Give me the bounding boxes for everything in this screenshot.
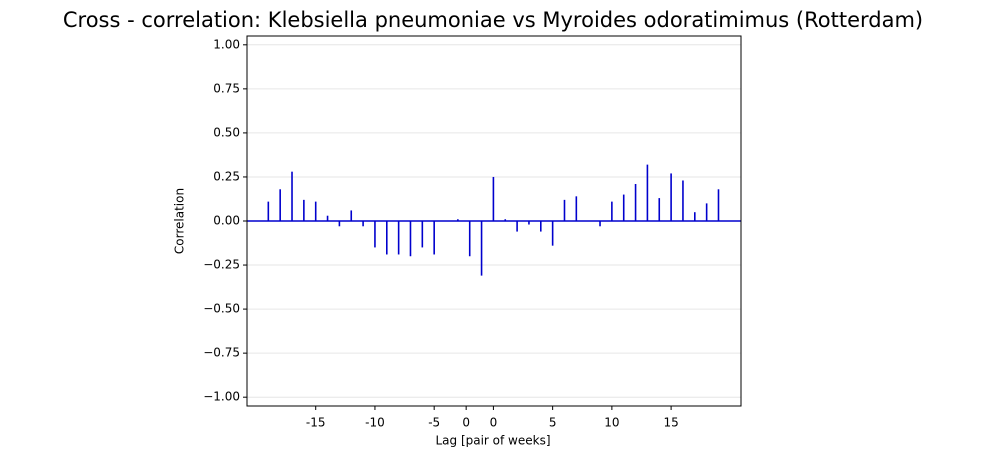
x-axis-label: Lag [pair of weeks]: [435, 434, 550, 448]
y-tick-label: −0.25: [203, 258, 240, 272]
y-tick-label: 0.00: [213, 214, 240, 228]
y-tick-label: −0.75: [203, 346, 240, 360]
x-tick-label: 0: [490, 416, 498, 430]
x-tick-label: 5: [549, 416, 557, 430]
y-tick-label: 0.50: [213, 125, 240, 139]
x-tick-label: 10: [604, 416, 619, 430]
y-tick-label: 0.75: [213, 81, 240, 95]
y-tick-label: 0.25: [213, 169, 240, 183]
x-tick-label: 0: [462, 416, 470, 430]
x-tick-label: 15: [663, 416, 678, 430]
plot-frame: [246, 35, 742, 407]
y-tick-label: −0.50: [203, 302, 240, 316]
x-tick-label: -10: [365, 416, 385, 430]
y-tick-label: −1.00: [203, 390, 240, 404]
x-tick-label: -5: [428, 416, 440, 430]
y-tick-label: 1.00: [213, 37, 240, 51]
y-axis-label: Correlation: [173, 188, 187, 254]
chart-title: Cross - correlation: Klebsiella pneumoni…: [63, 8, 923, 32]
x-tick-label: -15: [306, 416, 326, 430]
